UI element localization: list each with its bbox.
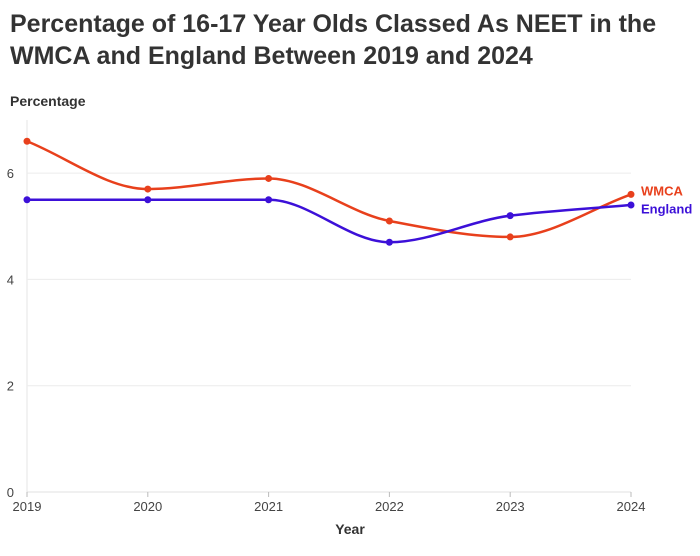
series-line-wmca (25, 140, 633, 239)
y-tick-label-6: 6 (7, 166, 14, 181)
data-point-england-2019 (23, 196, 31, 204)
y-axis-label: Percentage (10, 93, 86, 109)
chart-title: Percentage of 16-17 Year Olds Classed As… (10, 10, 657, 70)
data-point-wmca-2022 (385, 217, 393, 225)
series-line-england (25, 198, 633, 244)
y-tick-label-4: 4 (7, 272, 14, 287)
data-point-wmca-2021 (265, 174, 273, 182)
x-tick-label-2024: 2024 (617, 499, 646, 514)
x-tick-label-2023: 2023 (496, 499, 525, 514)
series-label-wmca: WMCA (641, 184, 683, 199)
y-tick-label-2: 2 (7, 379, 14, 394)
x-tick-label-2020: 2020 (133, 499, 162, 514)
data-point-england-2022 (385, 238, 393, 246)
data-point-wmca-2024 (627, 190, 635, 198)
x-tick-label-2022: 2022 (375, 499, 404, 514)
data-point-wmca-2019 (23, 137, 31, 145)
series-label-england: England (641, 202, 692, 217)
data-point-wmca-2020 (144, 185, 152, 193)
y-tick-label-0: 0 (7, 485, 14, 500)
x-tick-label-2021: 2021 (254, 499, 283, 514)
x-tick-label-2019: 2019 (13, 499, 42, 514)
x-axis-label: Year (335, 521, 365, 537)
data-point-england-2020 (144, 196, 152, 204)
data-point-england-2023 (506, 212, 514, 220)
data-point-england-2021 (265, 196, 273, 204)
data-point-wmca-2023 (506, 233, 514, 241)
data-point-england-2024 (627, 201, 635, 209)
